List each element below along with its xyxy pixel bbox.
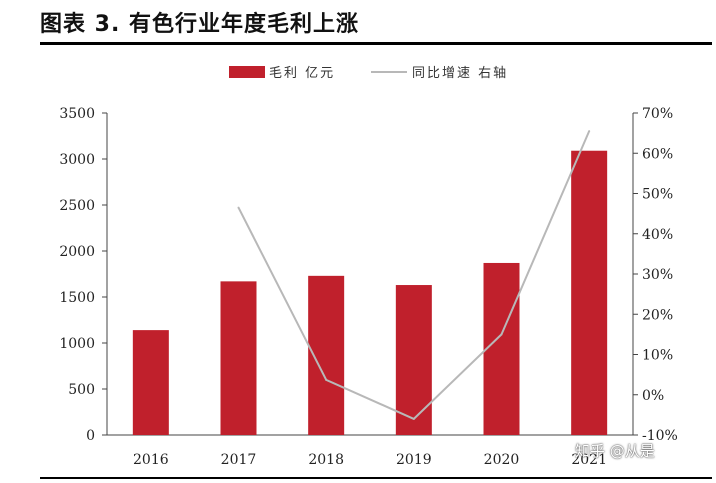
growth-point-2019: [412, 417, 415, 420]
left-tick-label: 0: [86, 428, 95, 444]
legend-bar-label: 毛利 亿元: [269, 66, 335, 81]
growth-point-2017: [237, 206, 240, 209]
legend-line-label: 同比增速 右轴: [412, 66, 508, 81]
bar-2016: [132, 330, 169, 435]
chart-title: 图表 3. 有色行业年度毛利上涨: [40, 12, 359, 37]
x-tick-label: 2016: [133, 452, 169, 468]
right-tick-label: 60%: [642, 146, 673, 162]
line-series: [237, 130, 591, 420]
left-tick-label: 1500: [59, 290, 95, 306]
left-y-axis: 0 500 1000 1500 2000 2500 3000 3500: [59, 106, 108, 444]
bar-series: [132, 150, 608, 435]
growth-point-2020: [500, 333, 503, 336]
right-tick-label: 70%: [642, 106, 673, 122]
x-tick-label: 2020: [484, 452, 520, 468]
bottom-rule: [40, 477, 712, 479]
bar-2019: [395, 285, 432, 435]
right-tick-label: 30%: [642, 267, 673, 283]
legend: 毛利 亿元 同比增速 右轴: [229, 66, 508, 81]
right-y-axis: -10% 0% 10% 20% 30% 40% 50% 60% 70%: [632, 106, 678, 444]
right-tick-label: 50%: [642, 187, 673, 203]
left-tick-label: 500: [68, 382, 95, 398]
growth-point-2018: [325, 378, 328, 381]
right-tick-label: 0%: [642, 388, 664, 404]
left-tick-label: 2000: [59, 244, 95, 260]
right-tick-label: 10%: [642, 348, 673, 364]
bar-2021: [571, 150, 608, 435]
left-tick-label: 3000: [59, 152, 95, 168]
x-tick-label: 2019: [396, 452, 432, 468]
left-tick-label: 3500: [59, 106, 95, 122]
left-tick-label: 2500: [59, 198, 95, 214]
growth-point-2021: [588, 130, 591, 133]
legend-bar-swatch: [229, 66, 265, 78]
bar-2020: [483, 262, 520, 435]
right-tick-label: 40%: [642, 227, 673, 243]
bar-2017: [220, 281, 257, 435]
title-rule: [40, 42, 712, 45]
left-tick-label: 1000: [59, 336, 95, 352]
right-tick-label: 20%: [642, 307, 673, 323]
x-tick-label: 2018: [308, 452, 344, 468]
right-tick-label: -10%: [642, 428, 678, 444]
watermark: 知乎 @从是: [575, 442, 655, 460]
x-tick-label: 2017: [221, 452, 257, 468]
x-tick-label: 2021: [571, 452, 607, 468]
x-axis: 2016 2017 2018 2019 2020 2021: [107, 434, 633, 468]
